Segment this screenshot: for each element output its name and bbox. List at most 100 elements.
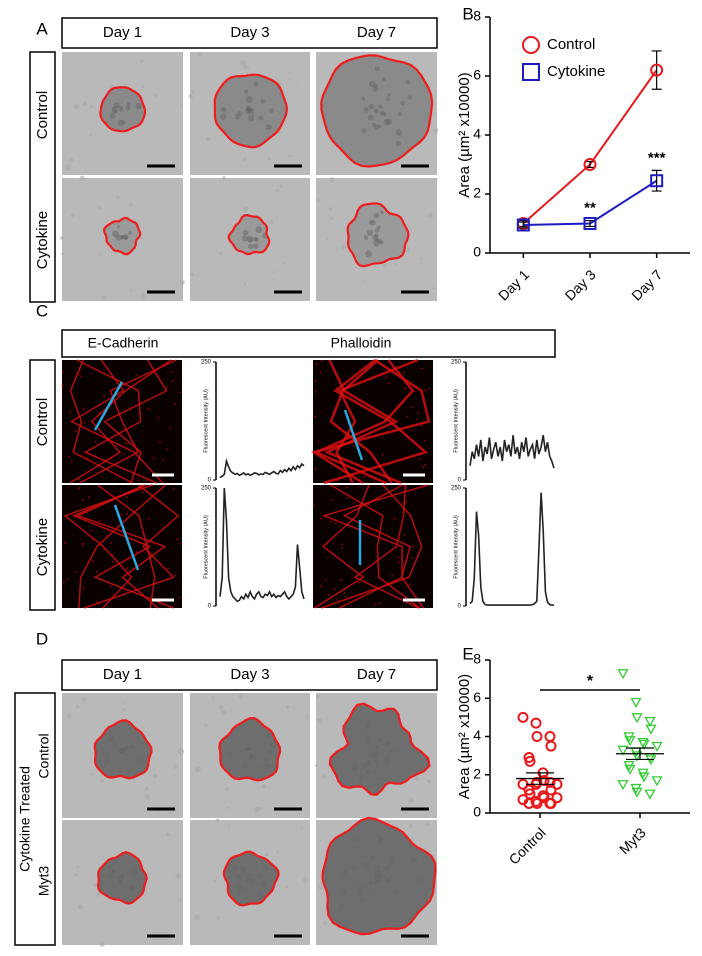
marker bbox=[631, 713, 643, 724]
speckle bbox=[358, 581, 360, 584]
membrane bbox=[79, 359, 177, 484]
error-bar bbox=[585, 219, 595, 228]
outline bbox=[99, 86, 147, 133]
speckle bbox=[421, 367, 423, 370]
marker bbox=[631, 751, 643, 762]
texture bbox=[269, 742, 276, 749]
membrane bbox=[83, 484, 180, 609]
marker bbox=[631, 787, 643, 798]
speckle bbox=[111, 560, 114, 563]
texture bbox=[206, 136, 211, 142]
texture bbox=[144, 793, 151, 800]
texture bbox=[124, 745, 130, 751]
speckle bbox=[152, 457, 155, 459]
speckle bbox=[125, 442, 128, 445]
texture bbox=[238, 693, 244, 699]
texture bbox=[385, 864, 392, 871]
speckle bbox=[402, 372, 405, 374]
y-tick-label: 8 bbox=[473, 8, 481, 24]
outline bbox=[213, 73, 289, 149]
speckle bbox=[315, 362, 318, 365]
legend-label: Control bbox=[547, 36, 595, 53]
speckle bbox=[421, 425, 423, 427]
texture bbox=[263, 756, 270, 763]
texture bbox=[366, 724, 371, 729]
speckle bbox=[91, 538, 94, 541]
marker bbox=[531, 731, 543, 742]
sem-bar bbox=[626, 747, 654, 761]
texture bbox=[102, 751, 109, 759]
speckle bbox=[166, 385, 168, 388]
speckle bbox=[83, 587, 85, 590]
speckle bbox=[339, 387, 342, 389]
texture bbox=[237, 885, 244, 892]
texture bbox=[228, 824, 231, 827]
texture bbox=[329, 216, 334, 221]
texture bbox=[377, 104, 383, 110]
texture bbox=[358, 776, 364, 781]
micrograph bbox=[313, 360, 433, 483]
texture bbox=[363, 762, 369, 768]
y-tick-label: 0 bbox=[208, 478, 212, 484]
row-label: Control bbox=[34, 91, 51, 139]
texture bbox=[375, 879, 379, 884]
texture bbox=[113, 109, 118, 114]
speckle bbox=[330, 520, 332, 523]
speckle bbox=[151, 470, 154, 473]
texture bbox=[377, 836, 384, 844]
texture bbox=[260, 882, 266, 888]
texture bbox=[216, 916, 220, 920]
speckle bbox=[86, 457, 89, 460]
speckle bbox=[427, 388, 430, 390]
row-box bbox=[29, 359, 56, 611]
texture bbox=[378, 738, 383, 742]
speckle bbox=[320, 517, 322, 520]
speckle bbox=[403, 533, 406, 536]
texture bbox=[212, 696, 215, 699]
texture bbox=[140, 293, 146, 299]
texture bbox=[395, 129, 403, 136]
marker bbox=[531, 776, 543, 788]
texture bbox=[415, 875, 421, 882]
speckle bbox=[313, 504, 315, 507]
cell-cluster bbox=[329, 703, 430, 795]
marker bbox=[583, 217, 597, 230]
speckle bbox=[334, 522, 337, 525]
texture bbox=[124, 753, 128, 757]
texture bbox=[60, 236, 64, 240]
membrane bbox=[76, 359, 157, 484]
speckle bbox=[174, 403, 177, 405]
marker bbox=[522, 36, 540, 54]
texture bbox=[178, 898, 183, 903]
speckle bbox=[319, 585, 322, 587]
cell-cluster bbox=[100, 87, 145, 132]
marker bbox=[517, 711, 529, 723]
speckle bbox=[125, 496, 128, 498]
speckle bbox=[373, 360, 375, 363]
texture bbox=[386, 97, 391, 102]
speckle bbox=[411, 545, 414, 548]
speckle bbox=[422, 466, 425, 469]
texture bbox=[374, 66, 380, 72]
texture bbox=[405, 79, 411, 85]
marker bbox=[524, 755, 536, 767]
membrane bbox=[69, 359, 134, 484]
texture bbox=[116, 770, 123, 777]
texture bbox=[234, 113, 241, 120]
row-label: Cytokine bbox=[34, 518, 51, 576]
texture bbox=[244, 89, 249, 94]
texture bbox=[288, 71, 291, 74]
marker bbox=[644, 716, 656, 728]
texture bbox=[107, 865, 111, 870]
speckle bbox=[404, 387, 406, 390]
texture bbox=[82, 101, 87, 106]
texture bbox=[239, 60, 246, 66]
texture bbox=[90, 772, 94, 776]
texture bbox=[204, 723, 209, 728]
texture bbox=[76, 865, 80, 869]
texture bbox=[73, 872, 79, 878]
marker bbox=[644, 789, 656, 800]
marker bbox=[516, 218, 530, 232]
texture bbox=[300, 826, 303, 829]
